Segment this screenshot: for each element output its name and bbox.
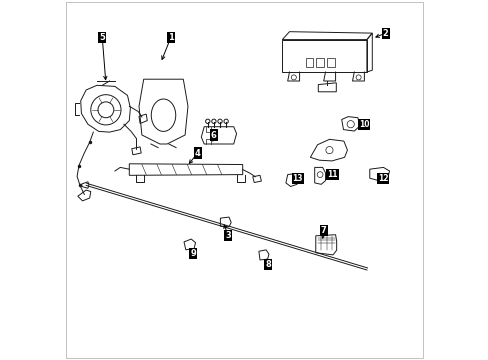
Text: 12: 12 <box>377 174 387 183</box>
Text: 10: 10 <box>358 120 368 129</box>
Text: 3: 3 <box>225 231 231 240</box>
Text: 8: 8 <box>264 260 270 269</box>
Text: 6: 6 <box>210 130 216 139</box>
Text: 13: 13 <box>292 174 303 183</box>
Text: 7: 7 <box>320 226 326 235</box>
Text: 5: 5 <box>99 33 105 42</box>
Text: 4: 4 <box>194 149 200 158</box>
Text: 1: 1 <box>167 33 173 42</box>
Text: 2: 2 <box>382 29 388 37</box>
Text: 11: 11 <box>327 170 337 179</box>
Text: 9: 9 <box>190 249 196 258</box>
